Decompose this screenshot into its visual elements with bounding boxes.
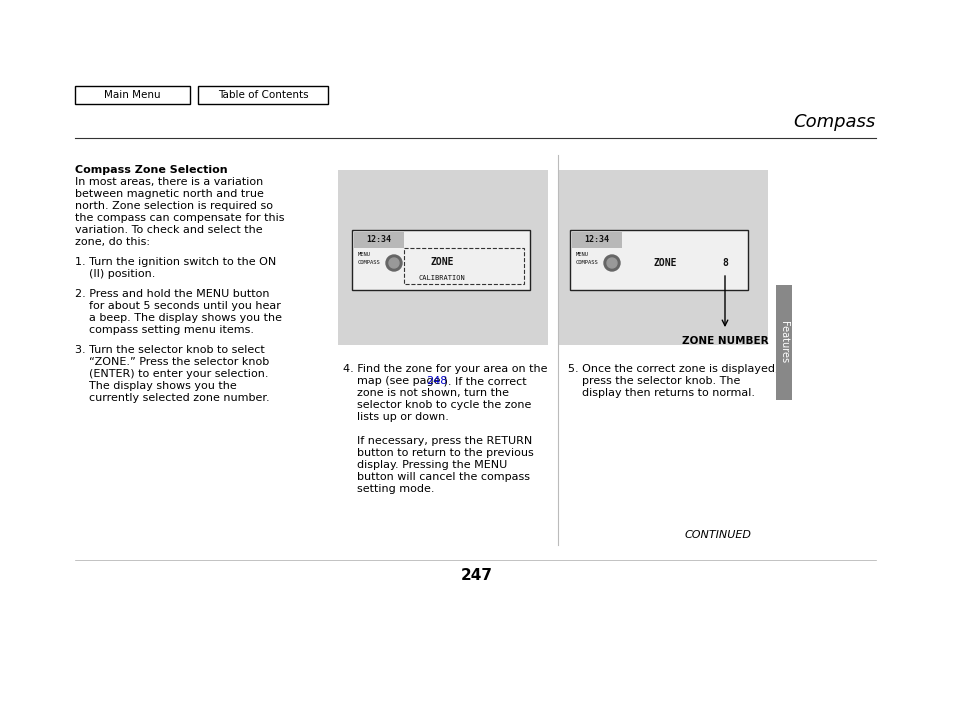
Text: a beep. The display shows you the: a beep. The display shows you the [75,313,282,323]
Text: COMPASS: COMPASS [357,261,380,266]
Text: between magnetic north and true: between magnetic north and true [75,189,264,199]
Bar [403,248,523,284]
Text: (II) position.: (II) position. [75,269,155,279]
Text: COMPASS: COMPASS [576,261,598,266]
Text: map (see page: map (see page [343,376,443,386]
Circle shape [606,258,617,268]
Text: If necessary, press the RETURN: If necessary, press the RETURN [343,436,532,446]
Bar [558,170,767,345]
Text: 3. Turn the selector knob to select: 3. Turn the selector knob to select [75,345,265,355]
Bar [337,170,547,345]
Circle shape [389,258,398,268]
Bar [572,232,621,248]
Text: setting mode.: setting mode. [343,484,434,494]
Text: MENU: MENU [357,253,371,258]
Text: zone is not shown, turn the: zone is not shown, turn the [343,388,509,398]
Text: display. Pressing the MENU: display. Pressing the MENU [343,460,507,470]
Text: the compass can compensate for this: the compass can compensate for this [75,213,284,223]
Text: 8: 8 [721,258,727,268]
Text: 5. Once the correct zone is displayed,: 5. Once the correct zone is displayed, [567,364,778,374]
Circle shape [386,255,401,271]
Bar [198,86,328,104]
Text: ZONE: ZONE [653,258,676,268]
Text: ZONE: ZONE [430,257,454,267]
Bar [75,86,190,104]
Bar [354,232,403,248]
Text: north. Zone selection is required so: north. Zone selection is required so [75,201,273,211]
Text: Table of Contents: Table of Contents [217,90,308,100]
Text: Compass: Compass [793,113,875,131]
Text: 12:34: 12:34 [584,236,609,244]
Text: MENU: MENU [576,253,588,258]
Text: lists up or down.: lists up or down. [343,412,449,422]
Bar [775,285,791,400]
Text: 248: 248 [425,376,447,386]
Text: In most areas, there is a variation: In most areas, there is a variation [75,177,263,187]
Text: 1. Turn the ignition switch to the ON: 1. Turn the ignition switch to the ON [75,257,276,267]
Text: The display shows you the: The display shows you the [75,381,236,391]
Text: press the selector knob. The: press the selector knob. The [567,376,740,386]
Text: 247: 247 [460,567,493,582]
Text: compass setting menu items.: compass setting menu items. [75,325,253,335]
Text: CALIBRATION: CALIBRATION [418,275,465,281]
Text: CONTINUED: CONTINUED [684,530,751,540]
Text: variation. To check and select the: variation. To check and select the [75,225,262,235]
Text: currently selected zone number.: currently selected zone number. [75,393,270,403]
Text: (ENTER) to enter your selection.: (ENTER) to enter your selection. [75,369,268,379]
Text: button will cancel the compass: button will cancel the compass [343,472,530,482]
Text: ). If the correct: ). If the correct [439,376,526,386]
Text: zone, do this:: zone, do this: [75,237,150,247]
Text: for about 5 seconds until you hear: for about 5 seconds until you hear [75,301,280,311]
Text: Compass Zone Selection: Compass Zone Selection [75,165,228,175]
Text: Main Menu: Main Menu [104,90,161,100]
Text: selector knob to cycle the zone: selector knob to cycle the zone [343,400,531,410]
Text: “ZONE.” Press the selector knob: “ZONE.” Press the selector knob [75,357,269,367]
Text: 12:34: 12:34 [366,236,391,244]
Bar [569,230,747,290]
Text: ZONE NUMBER: ZONE NUMBER [681,336,767,346]
Text: 2. Press and hold the MENU button: 2. Press and hold the MENU button [75,289,269,299]
Text: button to return to the previous: button to return to the previous [343,448,533,458]
Text: Features: Features [779,322,788,364]
Text: 4. Find the zone for your area on the: 4. Find the zone for your area on the [343,364,547,374]
Bar [352,230,530,290]
Text: display then returns to normal.: display then returns to normal. [567,388,754,398]
Circle shape [603,255,619,271]
